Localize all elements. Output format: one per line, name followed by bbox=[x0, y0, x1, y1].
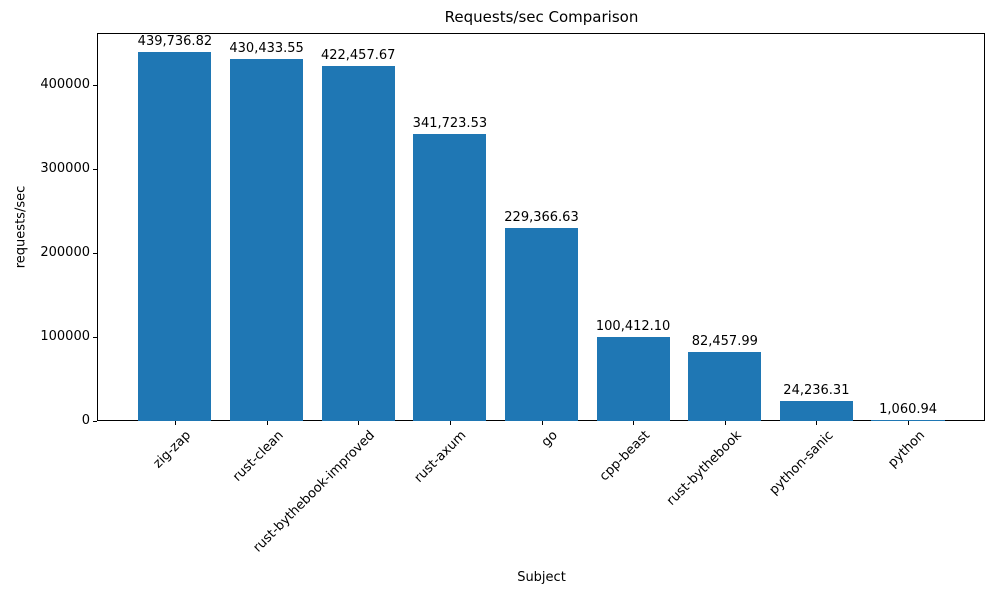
bar-python-sanic bbox=[779, 400, 854, 421]
bar-value-label: 229,366.63 bbox=[504, 210, 579, 226]
x-tick-label-go: go bbox=[539, 428, 562, 451]
x-tick-label-python-sanic: python-sanic bbox=[766, 428, 837, 498]
bar-value-label: 24,236.31 bbox=[783, 382, 850, 398]
bar-value-label: 439,736.82 bbox=[137, 33, 213, 49]
bar-value-label: 82,457.99 bbox=[691, 333, 758, 349]
y-tick-label: 100000 bbox=[40, 329, 90, 344]
x-tick-label-cpp-beast: cpp-beast bbox=[596, 428, 653, 485]
chart-title: Requests/sec Comparison bbox=[444, 8, 639, 26]
bar-python bbox=[871, 420, 945, 422]
bar-rust-axum bbox=[413, 133, 487, 421]
y-tick-label: 200000 bbox=[40, 244, 90, 260]
bar-value-label: 422,457.67 bbox=[320, 48, 396, 63]
x-tick-mark bbox=[541, 421, 543, 425]
bar-zig-zap bbox=[138, 51, 212, 421]
x-tick-mark bbox=[449, 421, 451, 425]
x-tick-mark bbox=[174, 421, 176, 425]
x-tick-mark bbox=[633, 421, 635, 425]
y-tick-label: 0 bbox=[81, 413, 90, 428]
x-tick-label-rust-axum: rust-axum bbox=[411, 428, 470, 486]
y-tick-mark bbox=[93, 337, 97, 338]
y-tick-mark bbox=[93, 168, 97, 170]
x-tick-label-python: python bbox=[884, 428, 928, 471]
y-tick-mark bbox=[93, 252, 97, 254]
y-tick-label: 400000 bbox=[40, 76, 90, 92]
x-tick-label-rust-clean: rust-clean bbox=[229, 428, 287, 485]
bar-rust-bythebook-improved bbox=[321, 66, 395, 421]
bar-cpp-beast bbox=[596, 336, 670, 421]
bar-value-label: 1,060.94 bbox=[879, 402, 938, 418]
x-tick-label-zig-zap: zig-zap bbox=[151, 428, 195, 472]
y-tick-mark bbox=[93, 84, 97, 86]
bar-rust-clean bbox=[229, 59, 304, 421]
bar-value-label: 430,433.55 bbox=[229, 41, 304, 57]
x-tick-mark bbox=[358, 421, 360, 425]
x-tick-mark bbox=[724, 421, 726, 425]
y-axis-label: requests/sec bbox=[13, 185, 29, 269]
y-tick-label: 300000 bbox=[40, 160, 90, 176]
x-tick-label-rust-bythebook: rust-bythebook bbox=[663, 428, 745, 509]
bar-rust-bythebook bbox=[688, 351, 762, 421]
x-tick-mark bbox=[908, 421, 910, 425]
bar-value-label: 341,723.53 bbox=[412, 115, 488, 131]
bar-go bbox=[504, 228, 579, 421]
x-tick-mark bbox=[816, 421, 818, 425]
x-axis-label: Subject bbox=[517, 570, 566, 585]
y-tick-mark bbox=[93, 421, 97, 422]
x-tick-mark bbox=[266, 421, 268, 425]
bar-value-label: 100,412.10 bbox=[595, 318, 671, 334]
